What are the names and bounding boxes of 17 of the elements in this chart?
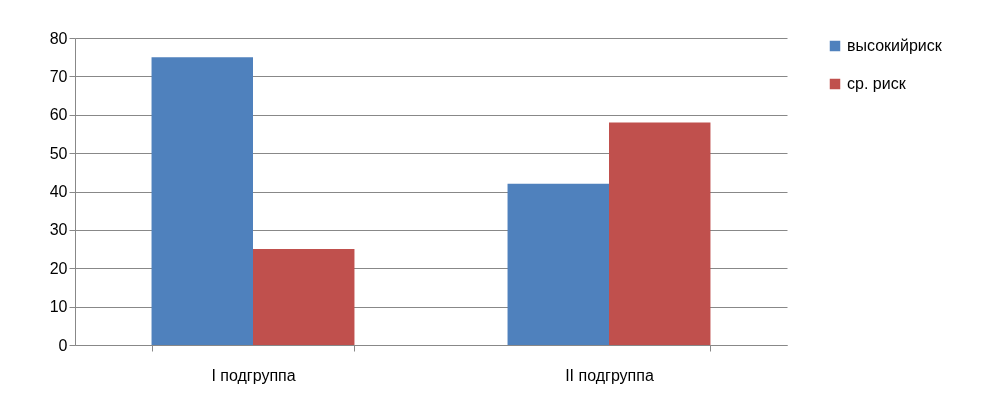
y-tick-label: 10	[49, 298, 68, 316]
y-tick-label: 60	[49, 106, 68, 124]
legend-label: ср. риск	[847, 75, 907, 92]
y-tick-label: 30	[49, 221, 68, 239]
x-tick-label: I подгруппа	[211, 366, 296, 384]
y-tick-label: 50	[49, 144, 68, 162]
y-tick-label: 20	[49, 259, 68, 277]
bar	[507, 183, 609, 345]
x-tick-label: II подгруппа	[565, 366, 654, 384]
y-tick-label: 40	[49, 183, 68, 200]
bar	[151, 57, 253, 345]
y-tick-label: 70	[49, 67, 68, 85]
bar	[609, 122, 711, 345]
y-tick-label: 0	[58, 336, 68, 354]
y-tick-label: 80	[49, 29, 68, 47]
legend-label: высокийриск	[847, 37, 943, 54]
bar	[253, 249, 355, 345]
